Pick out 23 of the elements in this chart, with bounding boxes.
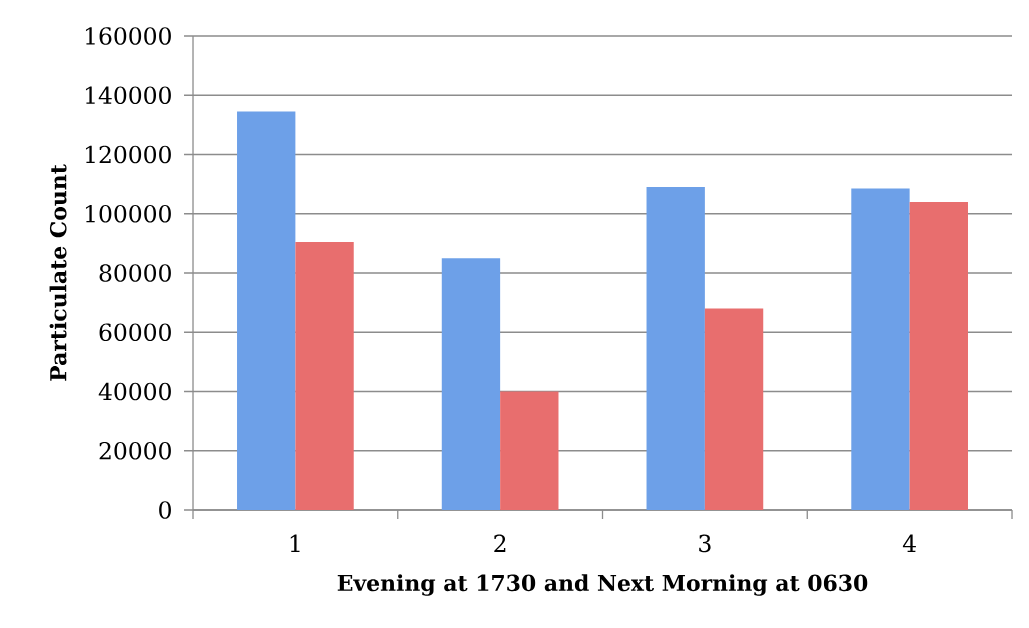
y-tick-label: 160000 [85, 27, 171, 45]
bar [909, 201, 968, 510]
bar [646, 187, 705, 510]
x-axis-title: Evening at 1730 and Next Morning at 0630 [337, 574, 868, 596]
bar [500, 391, 559, 510]
y-tick-label: 60000 [99, 323, 171, 342]
y-tick-label: 80000 [99, 264, 171, 282]
y-tick-label: 40000 [98, 382, 171, 401]
bar [237, 111, 296, 510]
x-tick-label: 2 [494, 534, 506, 552]
x-tick-label: 1 [290, 534, 300, 552]
x-tick-label: 3 [699, 534, 711, 553]
bar [295, 241, 354, 510]
y-tick-label: 0 [159, 501, 171, 519]
x-tick-label: 4 [902, 534, 916, 552]
y-tick-label: 120000 [85, 145, 171, 164]
y-tick-label: 20000 [99, 441, 171, 460]
y-axis-title: Particulate Count [49, 164, 67, 381]
y-tick-label: 100000 [85, 204, 171, 223]
y-tick-label: 140000 [85, 86, 171, 105]
bar [441, 258, 501, 510]
bar [851, 188, 910, 510]
bar [704, 308, 764, 510]
